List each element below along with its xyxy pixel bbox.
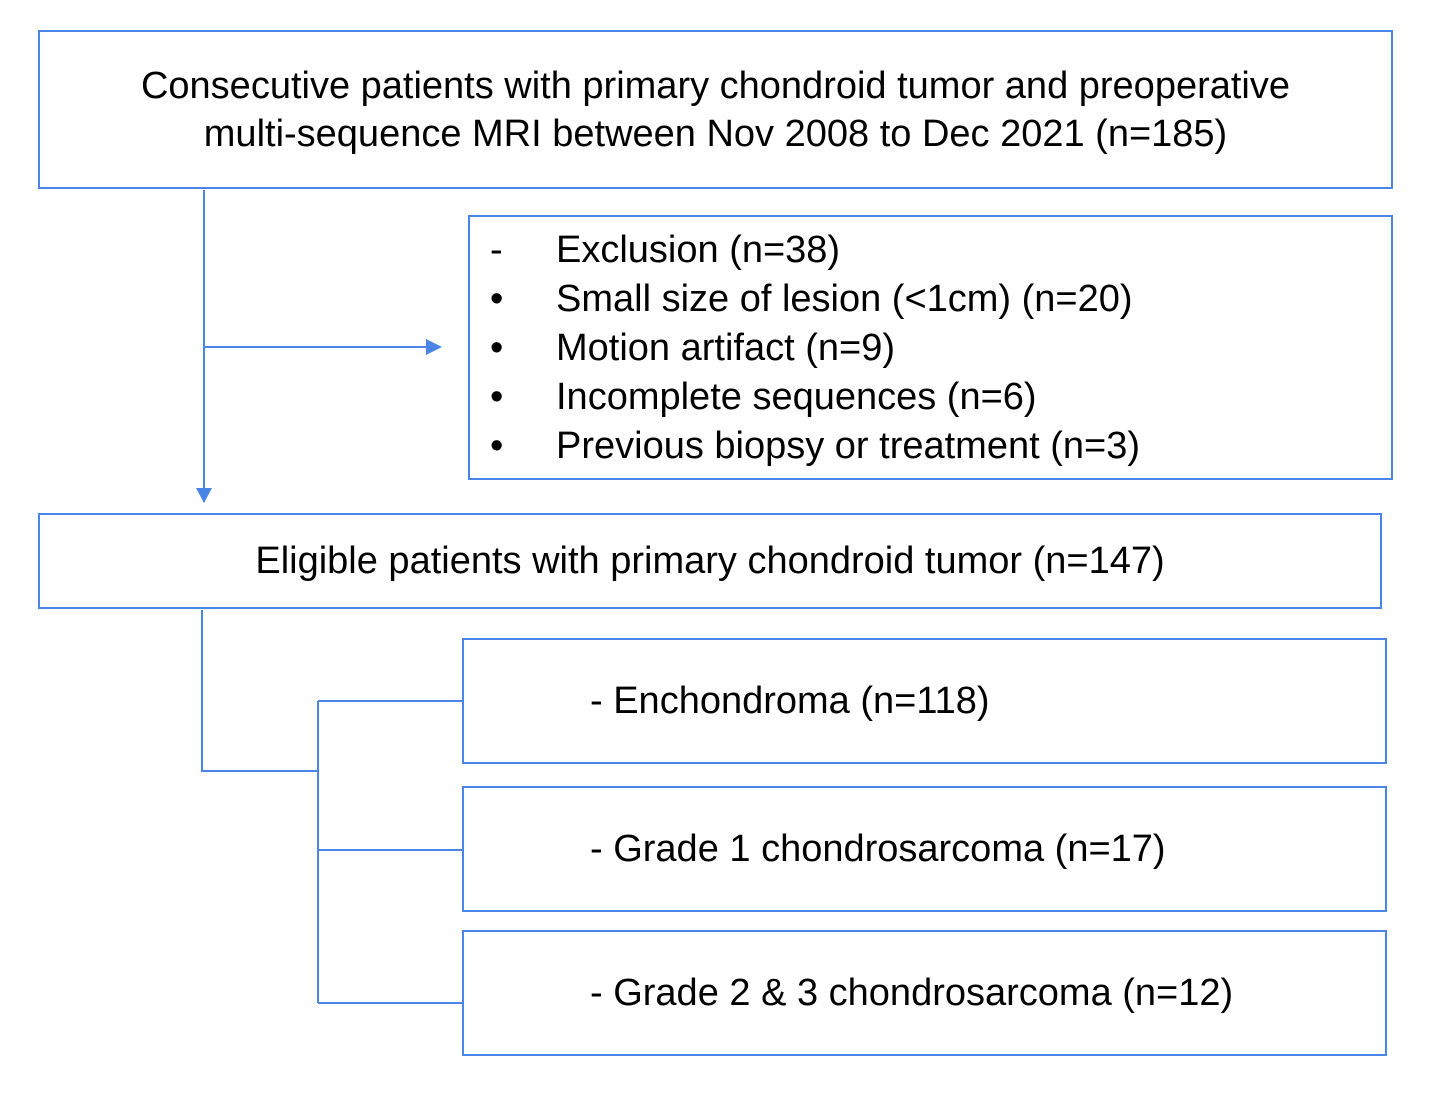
exclusion-item-text: Exclusion (n=38) — [556, 229, 841, 271]
main-down-arrowhead — [196, 488, 212, 503]
list-marker: • — [490, 327, 504, 369]
list-marker: • — [490, 278, 504, 320]
exclusion-item-text: Incomplete sequences (n=6) — [556, 376, 1037, 418]
list-marker: • — [490, 425, 504, 467]
eligible-box: Eligible patients with primary chondroid… — [38, 513, 1382, 609]
exclusion-box: - Exclusion (n=38) • Small size of lesio… — [468, 215, 1393, 480]
subgroup-box-grade1: - Grade 1 chondrosarcoma (n=17) — [462, 786, 1387, 912]
enrollment-line-1: Consecutive patients with primary chondr… — [140, 64, 1291, 107]
subgroup-text: - Grade 1 chondrosarcoma (n=17) — [590, 827, 1166, 870]
subgroup-text: - Enchondroma (n=118) — [590, 679, 990, 722]
exclusion-row: • Motion artifact (n=9) — [470, 324, 1391, 373]
list-marker: - — [490, 229, 503, 271]
exclusion-row: • Small size of lesion (<1cm) (n=20) — [470, 275, 1391, 324]
exclusion-item-text: Motion artifact (n=9) — [556, 327, 895, 369]
exclusion-item-text: Previous biopsy or treatment (n=3) — [556, 425, 1140, 467]
eligible-text: Eligible patients with primary chondroid… — [255, 539, 1165, 582]
exclusion-row: • Incomplete sequences (n=6) — [470, 373, 1391, 422]
subgroup-text: - Grade 2 & 3 chondrosarcoma (n=12) — [590, 971, 1234, 1014]
subgroup-box-enchondroma: - Enchondroma (n=118) — [462, 638, 1387, 764]
enrollment-line-2: multi-sequence MRI between Nov 2008 to D… — [203, 112, 1228, 155]
exclusion-row: - Exclusion (n=38) — [470, 226, 1391, 275]
exclusion-item-text: Small size of lesion (<1cm) (n=20) — [556, 278, 1133, 320]
list-marker: • — [490, 376, 504, 418]
subgroup-box-grade2-3: - Grade 2 & 3 chondrosarcoma (n=12) — [462, 930, 1387, 1056]
exclusion-row: • Previous biopsy or treatment (n=3) — [470, 422, 1391, 471]
enrollment-box: Consecutive patients with primary chondr… — [38, 30, 1393, 189]
exclusion-branch-arrowhead — [426, 339, 442, 355]
eligible-to-subgroups-line — [201, 610, 318, 772]
